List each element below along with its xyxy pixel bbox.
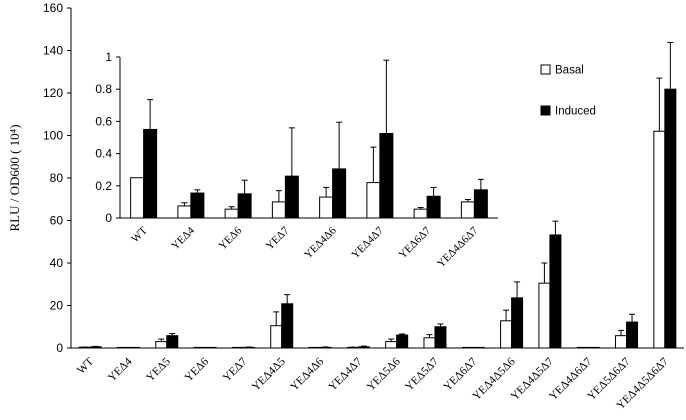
inset-bar-induced (473, 189, 488, 219)
inset-bar-basal (460, 201, 475, 219)
main-bar-induced (281, 303, 294, 349)
legend-swatch-basal (540, 64, 551, 75)
inset-y-tick-label: 0.8 (95, 82, 112, 96)
inset-bar-induced (143, 128, 158, 219)
main-y-tick-label: 80 (50, 171, 64, 185)
main-category-label: YEΔ4 (106, 355, 135, 384)
main-bar-basal (423, 337, 436, 349)
main-bar-basal (653, 130, 666, 349)
main-category-label: YEΔ4Δ6 (288, 355, 326, 393)
main-category-label: YEΔ5 (144, 355, 173, 384)
main-category-label: YEΔ4Δ7 (327, 355, 365, 393)
main-y-tick-label: 160 (43, 1, 63, 15)
inset-category-label: YEΔ4Δ6 (302, 224, 339, 261)
main-bar-basal (615, 335, 628, 349)
main-bar-induced (396, 334, 409, 349)
inset-category-label: YEΔ7 (264, 224, 292, 252)
inset-bar-induced (190, 192, 205, 219)
inset-y-tick-label: 0.2 (95, 179, 112, 193)
main-y-tick-label: 120 (43, 86, 63, 100)
main-y-tick-label: 140 (43, 44, 63, 58)
main-bar-basal (538, 282, 551, 349)
inset-category-label: YEΔ4Δ7 (349, 224, 386, 261)
main-bar-basal (385, 341, 398, 349)
inset-category-label: YEΔ4 (169, 224, 197, 252)
main-category-label: YEΔ6 (183, 355, 212, 384)
inset-bar-basal (319, 196, 334, 219)
main-bar-induced (664, 88, 677, 349)
main-bar-basal (155, 341, 168, 349)
main-bar-basal (270, 325, 283, 349)
main-y-axis-title: RLU / OD600 ( 10⁴) (7, 124, 22, 231)
main-bar-induced (626, 321, 639, 349)
main-bar-induced (511, 297, 524, 349)
inset-bar-basal (366, 182, 381, 219)
main-bar-induced (319, 346, 332, 349)
main-bar-induced (357, 346, 370, 349)
inset-bar-induced (379, 132, 394, 219)
main-category-label: YEΔ5Δ7 (403, 355, 441, 393)
main-category-label: YEΔ7 (221, 355, 250, 384)
inset-y-tick-label: 0 (105, 211, 112, 225)
main-bar-induced (549, 234, 562, 349)
main-y-tick-label: 60 (50, 214, 64, 228)
inset-bar-induced (237, 193, 252, 219)
main-y-tick-label: 100 (43, 129, 63, 143)
legend: Basal Induced (540, 64, 596, 118)
legend-swatch-induced (540, 105, 551, 116)
inset-bar-induced (284, 175, 299, 219)
inset-y-tick-label: 1 (105, 50, 112, 64)
main-bar-induced (434, 326, 447, 349)
main-bar-induced (166, 335, 179, 349)
inset-bar-basal (177, 205, 192, 219)
main-y-tick-label: 20 (50, 299, 64, 313)
inset-bar-basal (130, 177, 145, 219)
inset-bar-induced (332, 168, 347, 219)
main-category-label: WT (75, 356, 96, 377)
inset-category-label: YEΔ6Δ7 (397, 224, 434, 261)
inset-category-label: WT (129, 224, 150, 245)
inset-category-label: YEΔ6 (216, 224, 244, 252)
inset-category-label: YEΔ4Δ6Δ7 (435, 224, 481, 270)
inset-chart: 0 0.2 0.4 0.6 0.8 1 WT YEΔ4 YEΔ6 YEΔ7 YEΔ4Δ6 YEΔ4Δ7… (95, 50, 498, 270)
main-y-tick-label: 0 (56, 341, 63, 355)
legend-label-basal: Basal (555, 65, 584, 77)
legend-label-induced: Induced (555, 106, 596, 118)
inset-y-tick-label: 0.4 (95, 147, 112, 161)
main-category-label: YEΔ4Δ5 (250, 355, 288, 393)
inset-y-tick-label: 0.6 (95, 114, 112, 128)
main-category-label: YEΔ5Δ6 (365, 355, 403, 393)
main-bar-basal (500, 320, 513, 349)
main-y-tick-label: 40 (50, 256, 64, 270)
main-bar-induced (89, 346, 102, 349)
main-category-label: YEΔ6Δ7 (441, 355, 479, 393)
inset-bar-basal (271, 201, 286, 219)
inset-bar-induced (426, 195, 441, 219)
inset-bar-basal (413, 208, 428, 219)
inset-bar-basal (224, 208, 239, 219)
